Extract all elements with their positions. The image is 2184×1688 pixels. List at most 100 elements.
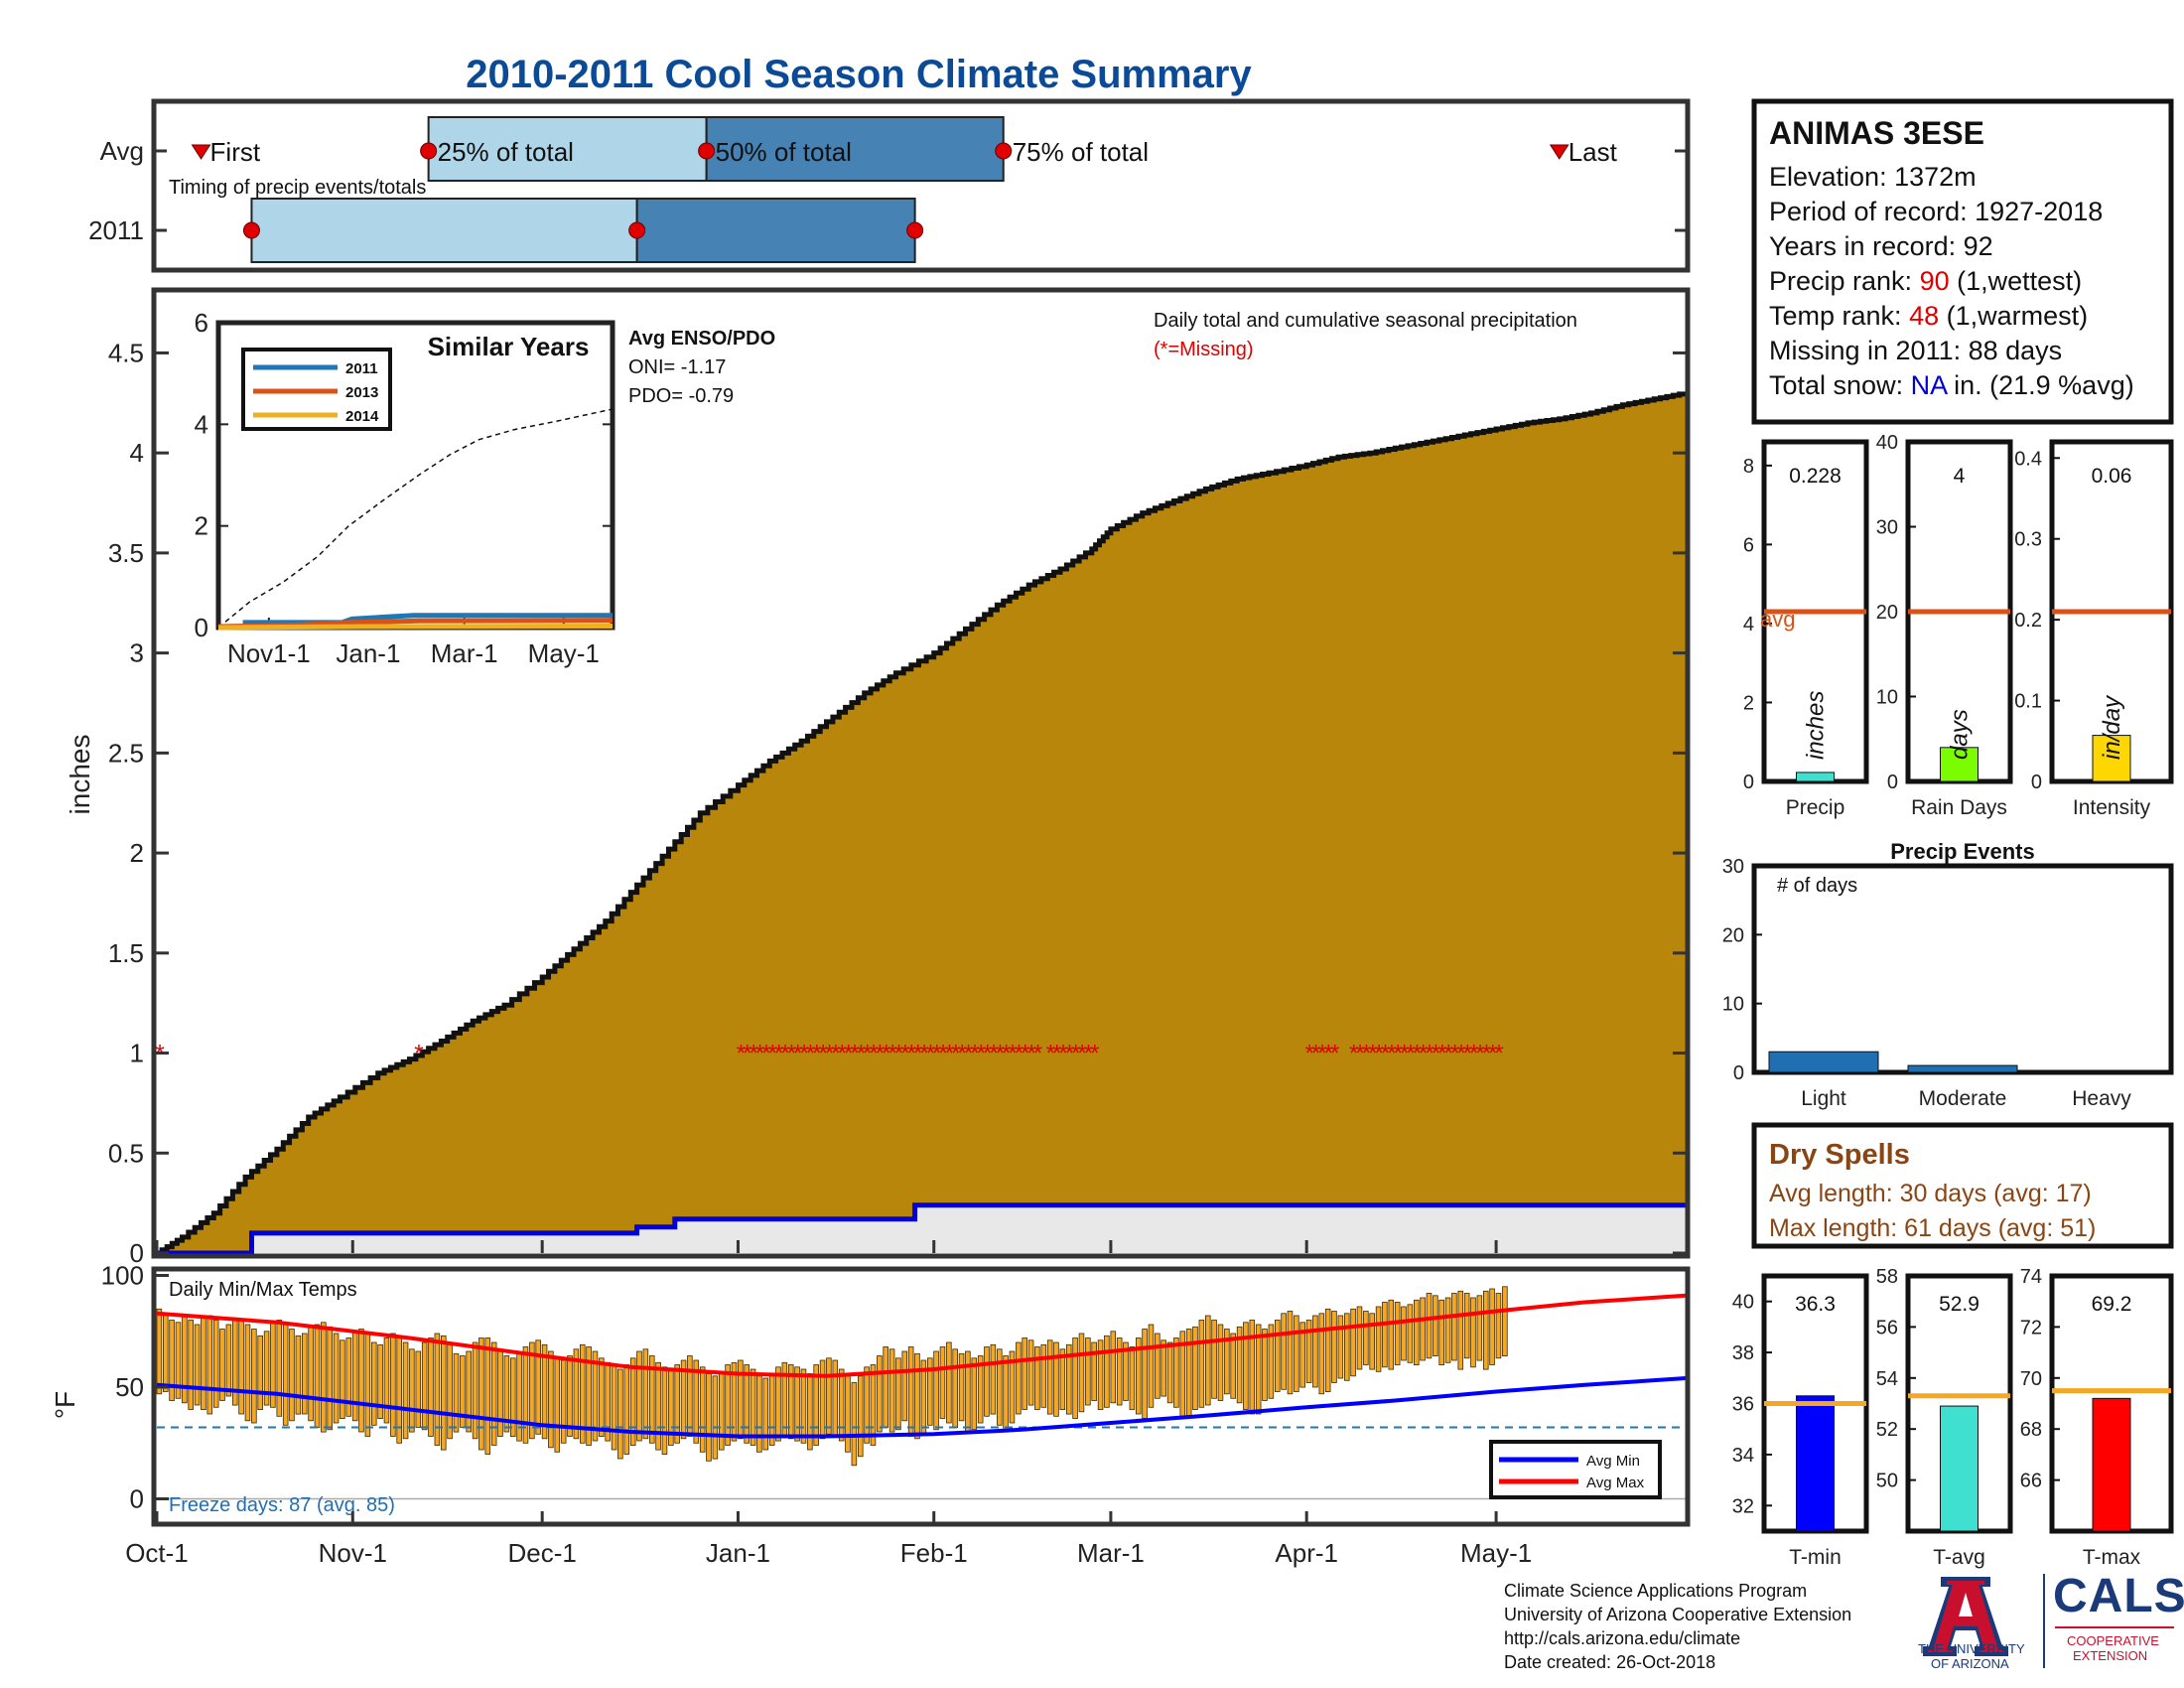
missing-day-marker: * <box>900 1041 909 1067</box>
daily-temp-range-bar <box>1016 1341 1022 1415</box>
precip-bar-ytick-label: 0.2 <box>2014 610 2042 632</box>
daily-temp-range-bar <box>1142 1329 1148 1419</box>
station-info-box: ANIMAS 3ESE Elevation: 1372m Period of rec… <box>1751 98 2174 425</box>
precip-bar-ytick-label: 0 <box>1743 772 1754 793</box>
timing-avg-marker-label: 25% of total <box>438 137 574 167</box>
missing-day-marker: * <box>850 1041 859 1067</box>
avg-cumulative-line <box>157 391 1689 1256</box>
daily-temp-range-bar <box>1489 1288 1495 1365</box>
precip-events-chart: Precip Events 0 10 20 30 # of days Light Modera… <box>1722 839 2174 1110</box>
daily-temp-range-bar <box>1211 1320 1217 1399</box>
precip-events-category: Heavy <box>2072 1087 2131 1110</box>
missing-day-marker: * <box>1046 1041 1055 1067</box>
daily-temp-range-bar <box>276 1320 283 1417</box>
timing-avg-marker-label: 50% of total <box>716 137 852 167</box>
daily-temp-range-bar <box>1356 1306 1363 1370</box>
temp-bar-ytick-label: 58 <box>1876 1266 1898 1288</box>
daily-temp-range-bar <box>421 1341 428 1431</box>
daily-temp-range-bar <box>1401 1306 1407 1361</box>
missing-day-marker: * <box>989 1041 998 1067</box>
missing-day-marker: * <box>983 1041 992 1067</box>
station-info-segment: (1,wettest) <box>1950 266 2083 296</box>
daily-temp-range-bar <box>219 1329 225 1401</box>
daily-temp-range-bar <box>712 1375 719 1460</box>
temp-bar-ytick-label: 38 <box>1732 1342 1754 1364</box>
daily-temp-range-bar <box>351 1331 358 1422</box>
university-of-arizona-logo-icon <box>1923 1577 2008 1656</box>
inset-legend-label: 2013 <box>345 384 378 401</box>
missing-day-marker: * <box>996 1041 1005 1067</box>
missing-day-marker: * <box>750 1041 758 1067</box>
daily-temp-range-bar <box>674 1364 680 1444</box>
year-cumulative-line <box>157 1202 1686 1256</box>
temp-bar-category: T-avg <box>1933 1546 1985 1569</box>
similar-years-inset: 0 2 4 6 Nov1-1 Jan-1 Mar-1 May-1 Similar Years 20… <box>195 308 776 668</box>
temp-bar-value-label: 52.9 <box>1939 1293 1979 1316</box>
daily-temp-range-bar <box>370 1341 377 1426</box>
daily-temp-range-bar <box>175 1322 182 1399</box>
daily-temp-range-bar <box>1337 1315 1344 1379</box>
dry-spells-line: Avg length: 30 days (avg: 17) <box>1769 1180 2092 1207</box>
missing-day-marker: * <box>1432 1041 1440 1067</box>
missing-day-marker: * <box>1071 1041 1080 1067</box>
daily-temp-range-bar <box>327 1326 333 1431</box>
missing-day-marker: * <box>831 1041 840 1067</box>
temp-bar-value-label: 36.3 <box>1795 1293 1836 1316</box>
daily-temp-range-bar <box>212 1320 219 1408</box>
missing-day-marker: * <box>819 1041 828 1067</box>
timing-year-marker-dot <box>242 221 260 239</box>
temp-bar-category: T-min <box>1789 1546 1842 1569</box>
daily-temp-range-bar <box>1136 1337 1142 1415</box>
missing-day-marker: * <box>1065 1041 1074 1067</box>
date-xtick-label: Nov-1 <box>319 1538 387 1568</box>
station-info-segment: Years in record: 92 <box>1769 231 1993 261</box>
missing-day-marker: * <box>1021 1041 1029 1067</box>
daily-temp-range-bar <box>1305 1320 1312 1383</box>
daily-temp-range-bar <box>428 1337 434 1437</box>
missing-day-marker: * <box>1406 1041 1415 1067</box>
daily-temp-range-bar <box>497 1348 503 1438</box>
daily-temp-range-bar <box>895 1357 901 1431</box>
temp-summary-bars: 32 34 36 38 40 36.3 T-min 50 52 54 56 58 52.9 T-avg 66… <box>1732 1266 2174 1569</box>
main-ytick-label: 4 <box>130 438 144 468</box>
temp-bar-ytick-label: 54 <box>1876 1368 1898 1390</box>
daily-temp-range-bar <box>990 1343 997 1415</box>
inset-ytick-label: 4 <box>195 409 208 439</box>
missing-day-marker: * <box>844 1041 853 1067</box>
timing-avg-marker-label: 75% of total <box>1013 137 1149 167</box>
daily-temp-range-bar <box>1262 1329 1268 1401</box>
daily-temp-range-bar <box>586 1346 592 1446</box>
precip-bar-ytick-label: 0 <box>1887 772 1898 793</box>
daily-temp-range-bar <box>750 1368 756 1446</box>
daily-temp-range-bar <box>466 1350 472 1433</box>
daily-temp-range-bar <box>611 1364 617 1451</box>
daily-temp-range-bar <box>1123 1341 1129 1401</box>
daily-temp-range-bar <box>535 1339 541 1435</box>
temps-legend-label: Avg Min <box>1586 1453 1640 1470</box>
daily-temp-range-bar <box>257 1335 263 1411</box>
daily-temp-range-bar <box>364 1333 371 1437</box>
missing-day-marker: * <box>857 1041 866 1067</box>
missing-day-marker: * <box>876 1041 885 1067</box>
daily-temp-range-bar <box>788 1364 794 1440</box>
daily-temp-range-bar <box>345 1337 352 1417</box>
daily-temp-range-bar <box>762 1377 769 1451</box>
daily-temp-range-bar <box>971 1357 978 1431</box>
daily-temp-range-bar <box>933 1350 939 1431</box>
daily-temp-range-bar <box>838 1368 845 1442</box>
daily-temps-chart: 0 50 100 °F Daily Min/Max Temps Freeze days: … <box>50 1240 1691 1568</box>
daily-temp-range-bar <box>333 1333 340 1424</box>
daily-temp-range-bar <box>447 1341 453 1440</box>
daily-temp-range-bar <box>1003 1355 1009 1433</box>
date-xtick-label: Dec-1 <box>508 1538 577 1568</box>
daily-temp-range-bar <box>1129 1346 1136 1410</box>
timing-avg-marker-label: First <box>210 137 261 167</box>
daily-temp-range-bar <box>946 1341 952 1424</box>
station-info-segment: Period of record: 1927-2018 <box>1769 197 2103 226</box>
main-ytick-label: 0 <box>130 1238 144 1268</box>
missing-day-marker: * <box>1311 1041 1320 1067</box>
daily-temp-range-bar <box>813 1364 819 1446</box>
daily-temp-range-bar <box>1476 1295 1483 1361</box>
missing-day-marker: * <box>938 1041 947 1067</box>
daily-temp-range-bar <box>206 1315 213 1415</box>
